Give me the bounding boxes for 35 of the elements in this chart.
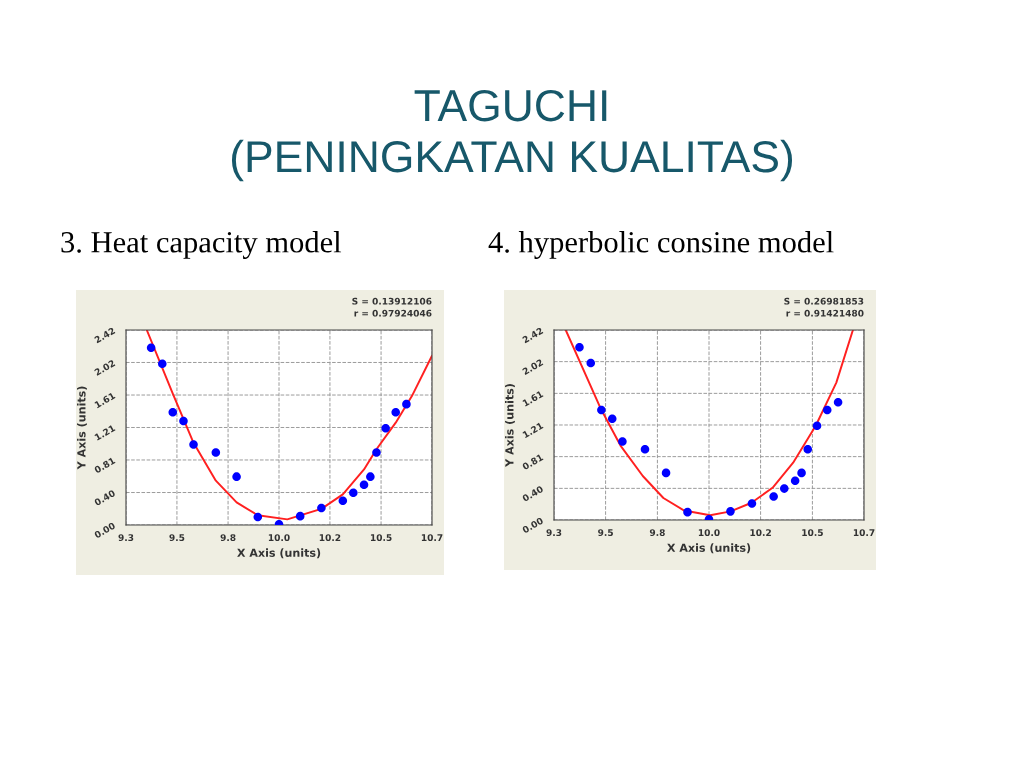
x-tick-label: 10.5 xyxy=(370,534,392,542)
y-tick-label: 0.81 xyxy=(93,456,116,474)
x-tick-label: 9.3 xyxy=(118,534,134,542)
x-tick-label: 9.3 xyxy=(546,529,562,537)
y-tick-label: 2.42 xyxy=(522,327,544,344)
y-tick-label: 0.00 xyxy=(521,516,544,534)
y-axis-title: Y Axis (units) xyxy=(505,384,515,467)
y-tick-label: 0.40 xyxy=(521,485,544,502)
x-tick-label: 9.5 xyxy=(598,529,613,537)
x-tick-label: 9.8 xyxy=(649,529,665,537)
x-tick-label: 9.8 xyxy=(220,534,236,542)
chart-subtitle: 4. hyperbolic consine model xyxy=(488,231,834,259)
chart-subtitle: 3. Heat capacity model xyxy=(61,231,342,259)
text: r = 0.91421480 xyxy=(786,309,864,317)
x-tick-label: 10.7 xyxy=(421,534,443,542)
y-axis-title: Y Axis (units) xyxy=(77,386,87,470)
x-axis-title: X Axis (units) xyxy=(237,548,321,559)
x-tick-label: 10.2 xyxy=(319,534,341,542)
x-tick-label: 10.0 xyxy=(268,534,290,542)
x-axis-title: X Axis (units) xyxy=(667,543,751,554)
y-tick-label: 1.21 xyxy=(522,422,544,439)
text: S = 0.13912106 xyxy=(352,297,432,305)
x-tick-label: 9.5 xyxy=(169,534,185,542)
x-tick-label: 10.7 xyxy=(853,529,875,537)
y-tick-label: 2.42 xyxy=(94,327,116,344)
y-tick-label: 0.81 xyxy=(521,453,544,471)
x-tick-label: 10.5 xyxy=(802,529,823,537)
text: r = 0.97924046 xyxy=(354,309,432,317)
x-tick-label: 10.0 xyxy=(698,529,720,537)
x-tick-label: 10.2 xyxy=(750,529,771,537)
y-tick-label: 1.61 xyxy=(94,392,116,409)
y-tick-label: 0.00 xyxy=(93,521,116,539)
text: S = 0.26981853 xyxy=(784,297,864,305)
chart-title: TAGUCHI (PENINGKATAN KUALITAS) xyxy=(231,89,793,182)
y-tick-label: 0.40 xyxy=(93,489,116,507)
